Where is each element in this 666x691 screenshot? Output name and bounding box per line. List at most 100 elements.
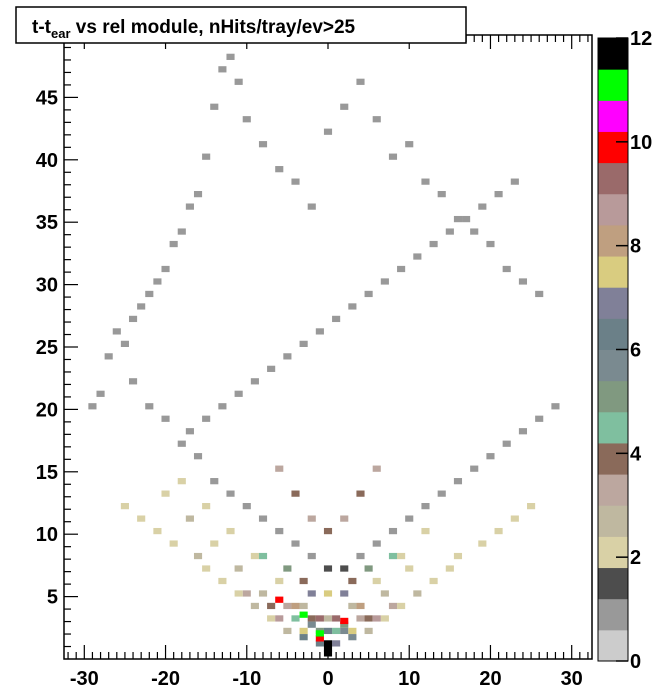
heatmap-cell [535,290,544,298]
heatmap-cell [267,602,276,610]
heatmap-cell [340,617,349,625]
heatmap-cell [234,390,243,397]
heatmap-cell [250,378,259,385]
heatmap-cell [177,478,186,485]
y-axis: 5 10 15 20 25 30 35 40 45 [36,46,78,648]
heatmap-cell [315,635,324,642]
heatmap-cell [202,503,211,510]
heatmap-cell [283,627,292,635]
heatmap-cell [202,415,211,422]
heatmap-cell [348,634,357,641]
heatmap-cell [348,577,357,585]
heatmap-cell [380,615,389,622]
heatmap-cell [275,527,284,535]
heatmap-cell [161,415,170,422]
chart-title-sub: ear [51,26,71,41]
color-scale-tick-label: 8 [630,236,641,258]
heatmap-cell [323,527,333,535]
heatmap-cell [364,627,373,635]
heatmap-cell [397,552,406,560]
heatmap-cell [323,128,333,135]
heatmap-cell [356,552,365,560]
heatmap-cell [551,403,560,410]
chart-title-box: t-tear vs rel module, nHits/tray/ev>25 [15,6,467,44]
color-scale-swatch [598,567,628,600]
heatmap-cell [161,490,170,497]
heatmap-cell [356,602,365,610]
color-scale-swatch [598,411,628,444]
heatmap-cell [193,552,203,560]
y-tick-label: 5 [47,587,58,609]
y-tick-label: 10 [36,524,58,546]
heatmap-cell [169,240,178,248]
color-scale-swatch [598,442,628,475]
heatmap-cell [372,465,381,472]
heatmap-cell [323,565,333,572]
color-scale-swatch [598,69,628,101]
heatmap-cell [242,590,251,597]
heatmap-cell [307,552,316,560]
heatmap-cell [307,203,316,210]
heatmap-cell [348,602,357,610]
heatmap-cell [299,577,308,585]
heatmap-cell [88,403,97,410]
heatmap-cell [510,178,519,185]
heatmap-cell [283,353,292,360]
heatmap-cell [177,440,186,447]
heatmap-cell [332,640,341,647]
color-scale-swatch [598,474,628,506]
heatmap-cell [332,627,341,635]
heatmap-cell [340,621,349,628]
color-scale-tick-label: 10 [630,132,652,154]
heatmap-cell [234,590,243,597]
heatmap-cell [218,66,227,73]
x-tick-label: -30 [70,668,99,690]
x-tick-label: 30 [561,668,583,690]
heatmap-cell [258,515,268,522]
svg-text:t-tear vs rel module, nHits/tr: t-tear vs rel module, nHits/tray/ev>25 [32,17,356,41]
heatmap-cell [502,265,511,273]
heatmap-cell [388,153,398,160]
heatmap-cell [356,490,365,497]
heatmap-cell [315,615,324,622]
color-scale-tick-label: 4 [630,443,642,465]
heatmap-cell [161,265,170,273]
color-scale-swatch [598,598,628,631]
y-tick-label: 35 [36,212,58,234]
heatmap-cell [413,253,422,260]
heatmap-cell [453,478,463,485]
y-tick-label: 15 [36,462,58,484]
heatmap-cell [486,453,495,460]
heatmap-cell [299,602,308,610]
heatmap-cell [397,265,406,273]
heatmap-cell [193,453,203,460]
heatmap-cell [153,278,162,285]
color-scale [597,37,629,662]
x-tick-label: -10 [232,668,261,690]
heatmap-cell [226,53,235,60]
heatmap-cell [283,602,292,610]
heatmap-cell [445,228,454,235]
heatmap-cell [104,353,113,360]
heatmap-cell [470,228,479,235]
heatmap-cell [364,615,373,622]
heatmap-cell [153,527,162,535]
heatmap-cell [502,440,511,447]
heatmap-cell [267,365,276,372]
heatmap-cell [348,303,357,310]
color-scale-tick-label: 0 [630,651,641,673]
x-tick-label: -20 [151,668,180,690]
heatmap-cell [258,590,268,597]
heatmap-cell [250,602,259,610]
heatmap-cell [315,328,324,335]
color-scale-swatch [598,224,628,257]
heatmap-cell [478,203,487,210]
heatmap-cell [112,328,121,335]
heatmap-cell [275,615,284,622]
color-scale-swatch [598,536,628,569]
heatmap-cell [275,577,284,585]
heatmap-cell [226,527,235,535]
heatmap-cell [518,278,528,285]
heatmap-cell [445,565,454,572]
